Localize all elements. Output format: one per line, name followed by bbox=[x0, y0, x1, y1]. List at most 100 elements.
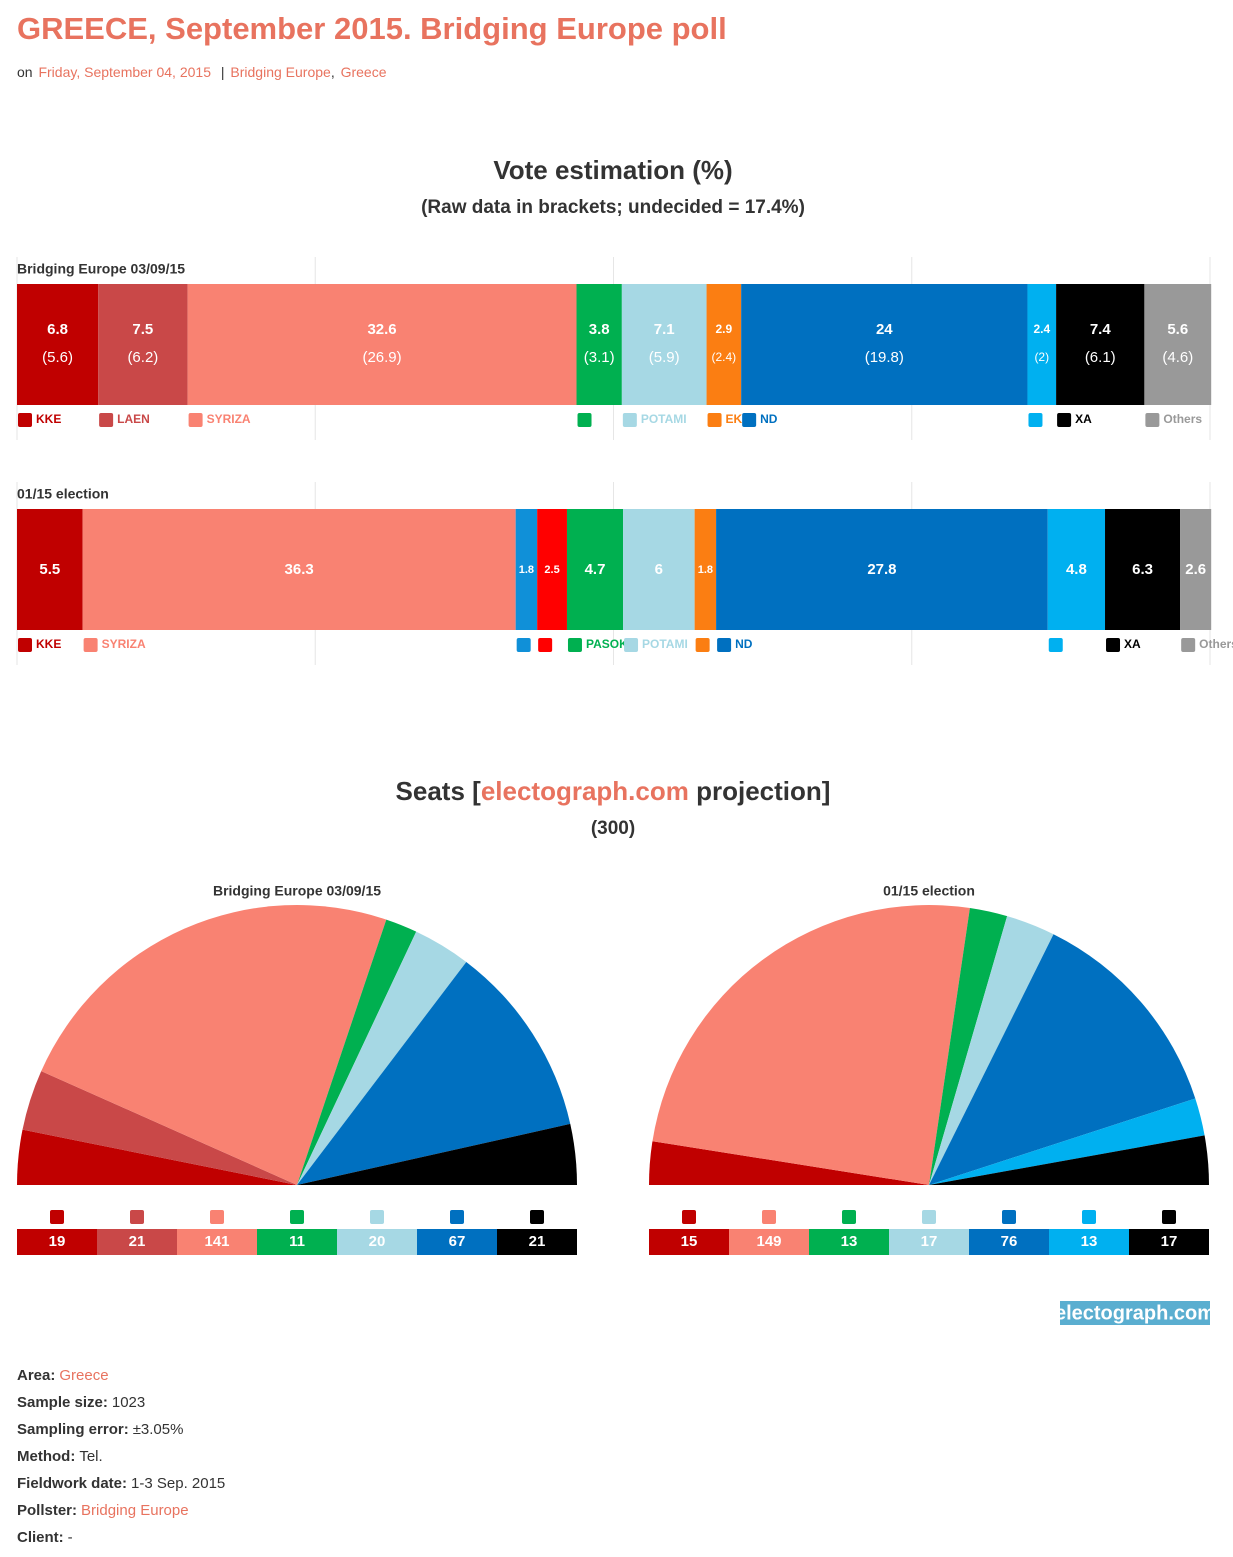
seat-cell bbox=[177, 1229, 257, 1255]
party-logo bbox=[922, 1210, 936, 1224]
seat-slice bbox=[22, 1071, 297, 1185]
value-label: 7.1 bbox=[654, 321, 675, 338]
section-subtitle: (300) bbox=[591, 818, 635, 839]
party-logo bbox=[1057, 413, 1072, 427]
chart-title: 01/15 election bbox=[17, 486, 109, 502]
detail-value[interactable]: Greece bbox=[59, 1367, 108, 1384]
section-title: Seats [electograph.com projection] bbox=[396, 776, 831, 806]
value-label: 24 bbox=[876, 321, 893, 338]
value-label: 32.6 bbox=[367, 321, 396, 338]
seat-cell bbox=[497, 1229, 577, 1255]
legend-label: XA bbox=[1075, 412, 1092, 426]
party-logo bbox=[842, 1210, 856, 1224]
meta-date[interactable]: Friday, September 04, 2015 bbox=[38, 64, 211, 80]
detail-value[interactable]: Bridging Europe bbox=[81, 1502, 189, 1519]
detail-value: - bbox=[68, 1529, 73, 1546]
bar-segment bbox=[1180, 509, 1212, 630]
legend-label: XA bbox=[1124, 637, 1141, 651]
seat-count: 21 bbox=[129, 1233, 146, 1250]
legend-label: KKE bbox=[36, 637, 61, 651]
meta-tag-separator: , bbox=[331, 64, 335, 80]
seat-slice bbox=[297, 919, 417, 1185]
bar-segment bbox=[1047, 509, 1106, 630]
value-label: 3.8 bbox=[589, 321, 610, 338]
raw-label: (3.1) bbox=[584, 349, 615, 366]
party-logo bbox=[516, 638, 531, 652]
bar-segment bbox=[515, 509, 538, 630]
bar-segment bbox=[741, 284, 1028, 405]
seat-slice bbox=[297, 1123, 577, 1185]
seat-slice bbox=[652, 904, 970, 1185]
detail-value: 1023 bbox=[112, 1394, 145, 1411]
meta-tag[interactable]: Greece bbox=[341, 64, 387, 80]
raw-label: (2) bbox=[1034, 350, 1049, 364]
detail-line: Sampling error: ±3.05% bbox=[17, 1421, 183, 1438]
party-logo bbox=[717, 638, 732, 652]
party-logo bbox=[624, 638, 639, 652]
seat-count: 15 bbox=[681, 1233, 698, 1250]
party-logo bbox=[682, 1210, 696, 1224]
bar-segment bbox=[17, 284, 99, 405]
seat-cell bbox=[809, 1229, 889, 1255]
raw-label: (2.4) bbox=[712, 350, 737, 364]
seat-count: 141 bbox=[204, 1233, 229, 1250]
party-logo bbox=[695, 638, 710, 652]
detail-line: Method: Tel. bbox=[17, 1448, 103, 1465]
page-title: GREECE, September 2015. Bridging Europe … bbox=[17, 11, 727, 46]
detail-line: Sample size: 1023 bbox=[17, 1394, 145, 1411]
detail-value: ±3.05% bbox=[133, 1421, 184, 1438]
bar-segment bbox=[537, 509, 567, 630]
legend-label: Others bbox=[1163, 412, 1202, 426]
seat-count: 76 bbox=[1001, 1233, 1018, 1250]
party-logo bbox=[370, 1210, 384, 1224]
bar-segment bbox=[621, 284, 707, 405]
seat-slice bbox=[929, 1135, 1209, 1185]
badge-bg bbox=[1060, 1301, 1210, 1325]
chart-title: 01/15 election bbox=[883, 883, 975, 899]
detail-label: Sample size: bbox=[17, 1394, 108, 1411]
section-title: Vote estimation (%) bbox=[493, 155, 732, 185]
seat-cell bbox=[417, 1229, 497, 1255]
party-logo bbox=[18, 638, 32, 652]
title-link[interactable]: electograph.com bbox=[481, 776, 689, 806]
bar-segment bbox=[1144, 284, 1212, 405]
seat-count: 13 bbox=[841, 1233, 858, 1250]
value-label: 1.8 bbox=[519, 564, 534, 576]
meta-tag[interactable]: Bridging Europe bbox=[230, 64, 331, 80]
raw-label: (4.6) bbox=[1162, 349, 1193, 366]
value-label: 27.8 bbox=[867, 561, 896, 578]
badge[interactable]: electograph.com bbox=[1055, 1302, 1215, 1324]
legend-label: PASOK bbox=[586, 637, 628, 651]
value-label: 4.8 bbox=[1066, 561, 1087, 578]
seat-cell bbox=[97, 1229, 177, 1255]
bar-segment bbox=[566, 509, 624, 630]
bar-segment bbox=[17, 509, 83, 630]
bar-segment bbox=[82, 509, 516, 630]
party-logo bbox=[1145, 413, 1160, 427]
seat-cell bbox=[1049, 1229, 1129, 1255]
party-logo bbox=[188, 413, 203, 427]
seat-count: 19 bbox=[49, 1233, 66, 1250]
seat-cell bbox=[1129, 1229, 1209, 1255]
bar-segment bbox=[98, 284, 188, 405]
value-label: 5.5 bbox=[39, 561, 60, 578]
seat-count: 17 bbox=[1161, 1233, 1178, 1250]
raw-label: (26.9) bbox=[362, 349, 401, 366]
seat-count: 17 bbox=[921, 1233, 938, 1250]
seat-cell bbox=[729, 1229, 809, 1255]
value-label: 7.4 bbox=[1090, 321, 1112, 338]
seat-cell bbox=[649, 1229, 729, 1255]
party-logo bbox=[290, 1210, 304, 1224]
value-label: 4.7 bbox=[585, 561, 606, 578]
raw-label: (6.2) bbox=[127, 349, 158, 366]
party-logo bbox=[538, 638, 553, 652]
legend-label: SYRIZA bbox=[102, 637, 146, 651]
bar-segment bbox=[187, 284, 577, 405]
legend-label: POTAMI bbox=[641, 412, 687, 426]
value-label: 2.6 bbox=[1185, 561, 1206, 578]
bar-segment bbox=[1105, 509, 1181, 630]
seat-count: 21 bbox=[529, 1233, 546, 1250]
section-subtitle: (Raw data in brackets; undecided = 17.4%… bbox=[421, 197, 805, 218]
value-label: 6 bbox=[655, 561, 663, 578]
seat-slice bbox=[649, 1141, 929, 1185]
